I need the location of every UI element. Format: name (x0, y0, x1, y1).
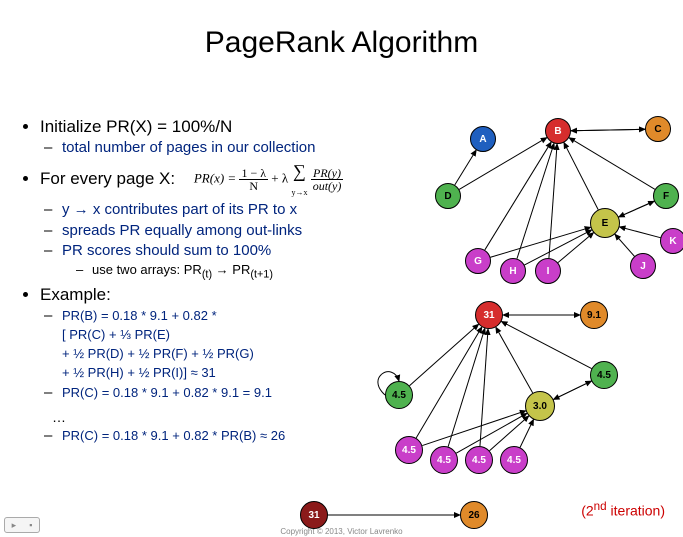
arrays-text: use two arrays: PR(t) → PR(t+1) (92, 262, 273, 277)
bullet-2-3-1: use two arrays: PR(t) → PR(t+1) (92, 262, 442, 282)
node-i2: 4.5 (500, 446, 528, 474)
frac1-den: N (239, 180, 268, 192)
formula-plus: + λ (271, 170, 288, 185)
node-f: F (653, 183, 679, 209)
node-k: K (660, 228, 683, 254)
node-a: A (470, 126, 496, 152)
bullet-2-text: For every page X: (40, 169, 175, 188)
formula-lhs: PR(x) = (194, 170, 236, 185)
frac2-num: PR(y) (311, 167, 344, 180)
ex-c1: PR(C) = 0.18 * 9.1 + 0.82 * 9.1 = 9.1 (62, 385, 272, 400)
bullet-2: For every page X: PR(x) = 1 − λN + λ ∑y→… (40, 160, 442, 282)
node-c: 26 (460, 501, 488, 529)
bullet-2-3: PR scores should sum to 100% use two arr… (62, 242, 442, 282)
graph-labeled: ABCDEFGHIJK (415, 108, 675, 278)
node-j: J (630, 253, 656, 279)
bullet-1-text: Initialize PR(X) = 100%/N (40, 117, 232, 136)
iteration-label: (2nd iteration) (581, 500, 665, 519)
node-d: 4.5 (385, 381, 413, 409)
frac2-den: out(y) (311, 180, 344, 192)
graph-iter1: 319.14.53.04.54.54.54.54.5 (375, 291, 675, 461)
ex-b: PR(B) = 0.18 * 9.1 + 0.82 * [ PR(C) + ⅓ … (62, 308, 254, 379)
node-g: G (465, 248, 491, 274)
node-b: 31 (475, 301, 503, 329)
node-h: H (500, 258, 526, 284)
node-e: 3.0 (525, 391, 555, 421)
node-g: 4.5 (395, 436, 423, 464)
sum-sub: y→x (291, 188, 307, 197)
bullet-2-3-text: PR scores should sum to 100% (62, 242, 271, 259)
graph-iter2: 31 26 (290, 496, 510, 536)
node-e: E (590, 208, 620, 238)
node-c: 9.1 (580, 301, 608, 329)
node-i: 4.5 (465, 446, 493, 474)
player-control[interactable]: ▸▪ (4, 517, 40, 533)
page-title: PageRank Algorithm (0, 26, 683, 60)
node-f: 4.5 (590, 361, 618, 389)
formula: PR(x) = 1 − λN + λ ∑y→x PR(y)out(y) (194, 160, 343, 199)
node-i: I (535, 258, 561, 284)
ex-c2: PR(C) = 0.18 * 9.1 + 0.82 * PR(B) ≈ 26 (62, 428, 285, 443)
node-d: D (435, 183, 461, 209)
node-c: C (645, 116, 671, 142)
node-b: B (545, 118, 571, 144)
bullet-1: Initialize PR(X) = 100%/N total number o… (40, 116, 442, 158)
frac1-num: 1 − λ (239, 167, 268, 180)
node-b: 31 (300, 501, 328, 529)
bullet-1-1: total number of pages in our collection (62, 139, 442, 158)
bullet-2-2: spreads PR equally among out-links (62, 222, 442, 241)
bullet-3-text: Example: (40, 285, 111, 304)
node-h: 4.5 (430, 446, 458, 474)
bullet-2-1: y → x contributes part of its PR to x (62, 201, 442, 220)
